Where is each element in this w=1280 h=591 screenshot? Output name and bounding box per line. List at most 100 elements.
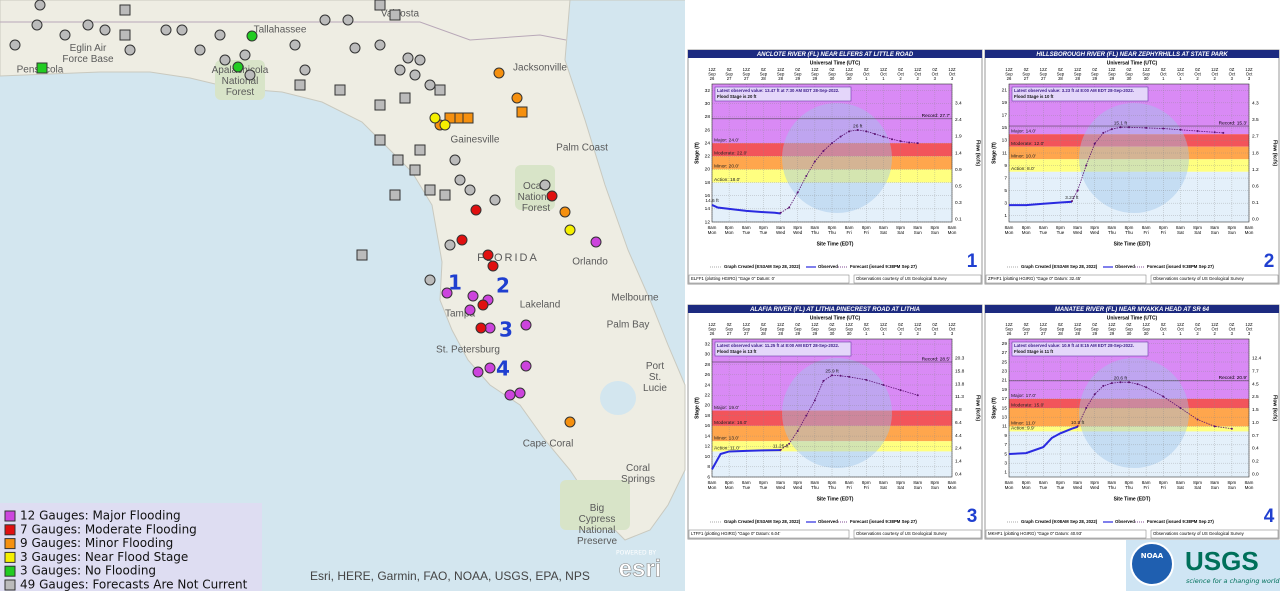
y-tick-label: 5 (1004, 188, 1007, 194)
utc-tick-label: 0Z Sep 28 (760, 322, 768, 336)
y2-axis-title: Flow (kcfs) (1272, 395, 1278, 421)
forecast-line (1071, 126, 1224, 202)
utc-tick-label: 12Z Sep 28 (1074, 67, 1082, 81)
forecast-point (1145, 126, 1148, 129)
x-tick-label: 8pm Sat (896, 225, 905, 235)
place-label: Gainesville (451, 135, 500, 146)
stage-band (712, 410, 952, 426)
place-label: Orlando (572, 257, 608, 268)
threshold-label: Moderate: 12.0' (1011, 141, 1044, 147)
threshold-label: Minor: 11.0' (1011, 421, 1036, 427)
x-tick-label: 8am Mon (1245, 225, 1254, 235)
legend-box (0, 503, 262, 591)
forecast-point (788, 442, 791, 445)
forecast-point (865, 378, 868, 381)
forecast-line (1077, 381, 1232, 430)
latest-box (1011, 341, 1149, 357)
place-label: Eglin Air Force Base (62, 43, 114, 65)
legend-swatch (4, 565, 16, 577)
legend-label: 49 Gauges: Forecasts Are Not Current (20, 578, 248, 591)
plot-frame (1008, 83, 1250, 223)
y-tick-label: 24 (705, 382, 711, 388)
x-tick-label: 8am Fri (845, 225, 854, 235)
forecast-point (1102, 384, 1105, 387)
x-tick-label: 8pm Wed (793, 480, 803, 490)
site-number: 1 (448, 271, 462, 295)
flow-tick-label: 0.7 (1252, 433, 1259, 439)
latest-box (1011, 86, 1149, 102)
apalachicola-forest (215, 60, 265, 100)
legend-swatch (4, 551, 16, 563)
gauge (214, 29, 226, 41)
utc-tick-label: 0Z Sep 29 (794, 322, 802, 336)
y-tick-label: 20 (705, 403, 711, 409)
utc-tick-label: 0Z Oct 2 (1194, 67, 1201, 81)
utc-tick-label: 12Z Sep 26 (708, 67, 716, 81)
utc-tick-label: 12Z Sep 29 (811, 322, 819, 336)
x-tick-label: 8am Sat (1176, 225, 1185, 235)
utc-tick-label: 0Z Oct 1 (1160, 322, 1167, 336)
forecast-point (848, 130, 851, 133)
courtesy-box (1150, 529, 1279, 539)
gauge (477, 299, 489, 311)
gauge (356, 249, 368, 261)
gauge (232, 61, 244, 73)
gauge (441, 287, 453, 299)
latest-box (714, 341, 852, 357)
plot-frame (711, 338, 953, 478)
legend-swatch (4, 538, 16, 550)
utc-title: Universal Time (UTC) (810, 60, 861, 66)
legend-swatch (4, 579, 16, 591)
gauge (34, 0, 46, 11)
x-tick-label: 8am Tue (1039, 480, 1048, 490)
value-label: 14.6 ft (705, 198, 719, 204)
observed-line (711, 449, 781, 470)
forecast-point (882, 135, 885, 138)
x-tick-label: 8am Sat (879, 225, 888, 235)
forecast-point (805, 175, 808, 177)
forecast-point (1070, 200, 1073, 203)
y-tick-label: 22 (705, 154, 711, 160)
y-tick-label: 26 (705, 372, 711, 378)
panel-number: 4 (1264, 506, 1275, 527)
place-label: Coral Springs (621, 463, 655, 485)
forecast-point (813, 399, 816, 402)
flow-tick-label: 3.5 (1252, 117, 1259, 123)
flow-tick-label: 1.0 (1252, 420, 1259, 426)
forecast-point (1196, 130, 1199, 133)
gauge (493, 67, 505, 79)
gauge (475, 322, 487, 334)
utc-tick-label: 0Z Oct 3 (932, 67, 939, 81)
gage-box (688, 529, 850, 539)
x-tick-label: 8pm Sat (1193, 480, 1202, 490)
utc-tick-label: 12Z Sep 28 (777, 67, 785, 81)
utc-tick-label: 12Z Sep 27 (743, 322, 751, 336)
flow-tick-label: 6.4 (955, 420, 962, 426)
y-tick-label: 15 (1002, 405, 1008, 411)
utc-tick-label: 12Z Oct 1 (1177, 67, 1185, 81)
forecast-point (899, 389, 902, 392)
observed-legend: Observed (818, 519, 838, 524)
threshold-label: Major: 19.0' (714, 405, 739, 411)
x-tick-label: 8pm Wed (793, 225, 803, 235)
gauge (489, 194, 501, 206)
utc-tick-label: 0Z Oct 3 (1229, 322, 1236, 336)
gauge (464, 184, 476, 196)
utc-title: Universal Time (UTC) (1107, 315, 1158, 321)
forecast-point (1136, 383, 1139, 386)
flow-tick-label: 0.0 (1252, 472, 1259, 478)
gauge (564, 224, 576, 236)
utc-tick-label: 12Z Sep 27 (1040, 322, 1048, 336)
gauge (342, 14, 354, 26)
gauge (456, 234, 468, 246)
flood-stage: Flood Stage is 13 ft (717, 349, 757, 354)
flow-tick-label: 12.4 (1252, 356, 1262, 362)
y-tick-label: 21 (1002, 378, 1008, 384)
x-tick-label: 8pm Tue (1056, 225, 1065, 235)
y-tick-label: 16 (705, 193, 711, 199)
y2-axis-title: Flow (kcfs) (975, 140, 981, 166)
flow-tick-label: 3.4 (955, 101, 962, 107)
utc-tick-label: 12Z Sep 28 (1074, 322, 1082, 336)
gauge (82, 19, 94, 31)
legend-label: 7 Gauges: Moderate Flooding (20, 522, 197, 536)
